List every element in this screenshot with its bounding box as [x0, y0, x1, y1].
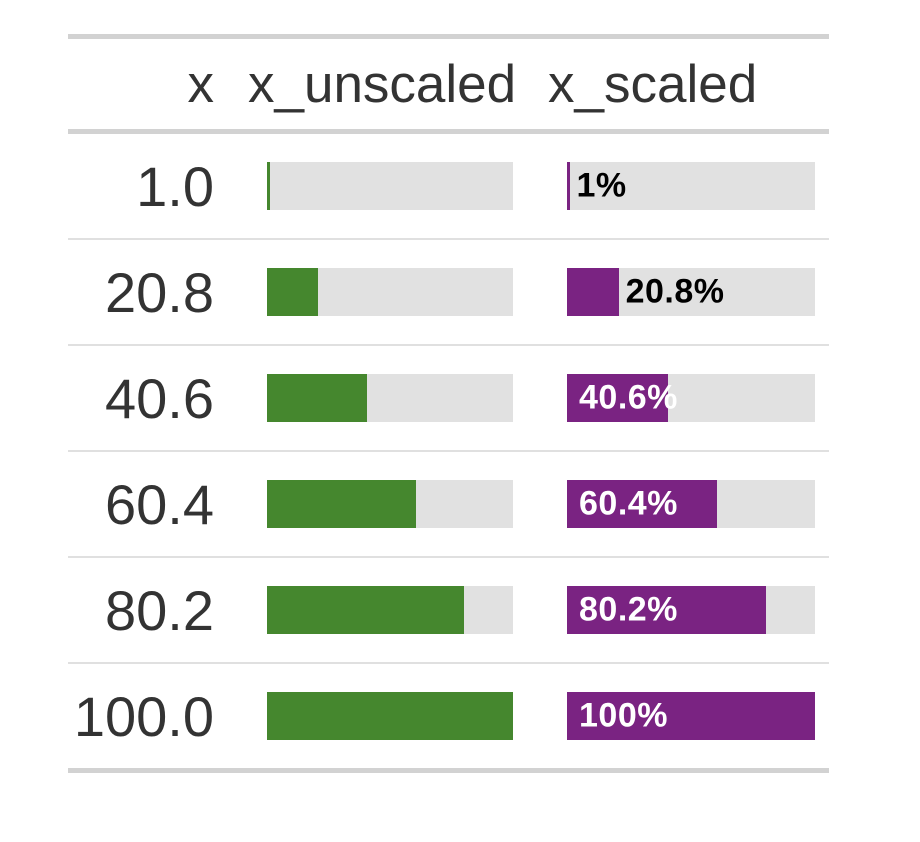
- table-row: 40.6 40.6%: [68, 346, 829, 452]
- unscaled-bar-fill: [267, 162, 270, 210]
- table-row: 1.0 1%: [68, 134, 829, 240]
- scaled-bar-fill: [567, 374, 668, 422]
- table-row: 20.8 20.8%: [68, 240, 829, 346]
- unscaled-bar-fill: [267, 268, 319, 316]
- x-scaled-cell: 80.2%: [540, 586, 829, 634]
- unscaled-bar-track: [267, 268, 513, 316]
- scaled-bar-label: 60.4%: [579, 484, 678, 523]
- table-body: 1.0 1% 20.8 20.8% 40.6: [68, 134, 829, 768]
- column-header-x-unscaled: x_unscaled: [248, 54, 517, 114]
- x-scaled-cell: 20.8%: [540, 268, 829, 316]
- x-value: 100.0: [73, 684, 214, 748]
- scaled-bar-fill: [567, 586, 766, 634]
- scaled-bar-track: 20.8%: [567, 268, 815, 316]
- x-scaled-cell: 40.6%: [540, 374, 829, 422]
- unscaled-bar-fill: [267, 374, 367, 422]
- x-unscaled-cell: [240, 692, 540, 740]
- unscaled-bar-track: [267, 692, 513, 740]
- column-header-x: x: [187, 54, 215, 114]
- scaled-bar-track: 60.4%: [567, 480, 815, 528]
- x-unscaled-cell: [240, 586, 540, 634]
- unscaled-bar-track: [267, 480, 513, 528]
- scaled-bar-track: 1%: [567, 162, 815, 210]
- x-unscaled-cell: [240, 268, 540, 316]
- scaled-bar-label: 40.6%: [579, 378, 678, 417]
- unscaled-bar-track: [267, 162, 513, 210]
- scaled-bar-track: 40.6%: [567, 374, 815, 422]
- x-scaled-cell: 60.4%: [540, 480, 829, 528]
- x-value: 40.6: [105, 366, 214, 430]
- x-unscaled-cell: [240, 374, 540, 422]
- unscaled-bar-track: [267, 586, 513, 634]
- scaled-bar-track: 80.2%: [567, 586, 815, 634]
- scaled-bar-fill: [567, 692, 815, 740]
- x-value: 20.8: [105, 260, 214, 324]
- table-header-row: x x_unscaled x_scaled: [68, 39, 829, 134]
- unscaled-bar-fill: [267, 480, 416, 528]
- x-value: 60.4: [105, 472, 214, 536]
- table-row: 60.4 60.4%: [68, 452, 829, 558]
- scaled-bar-track: 100%: [567, 692, 815, 740]
- x-unscaled-cell: [240, 162, 540, 210]
- scaled-bar-label: 80.2%: [579, 590, 678, 629]
- unscaled-bar-fill: [267, 692, 513, 740]
- scaled-bar-label: 100%: [579, 696, 668, 735]
- table-row: 100.0 100%: [68, 664, 829, 768]
- scaled-bar-label: 1%: [576, 166, 627, 205]
- x-value: 80.2: [105, 578, 214, 642]
- x-scaled-cell: 100%: [540, 692, 829, 740]
- unscaled-bar-fill: [267, 586, 465, 634]
- column-header-x-scaled: x_scaled: [548, 54, 758, 114]
- table-row: 80.2 80.2%: [68, 558, 829, 664]
- gt-table: x x_unscaled x_scaled 1.0 1% 20.8: [68, 34, 829, 773]
- scaled-bar-fill: [567, 268, 619, 316]
- scaled-bar-label: 20.8%: [625, 272, 725, 311]
- unscaled-bar-track: [267, 374, 513, 422]
- x-value: 1.0: [136, 154, 214, 218]
- x-unscaled-cell: [240, 480, 540, 528]
- x-scaled-cell: 1%: [540, 162, 829, 210]
- scaled-bar-fill: [567, 480, 717, 528]
- scaled-bar-fill: [567, 162, 570, 210]
